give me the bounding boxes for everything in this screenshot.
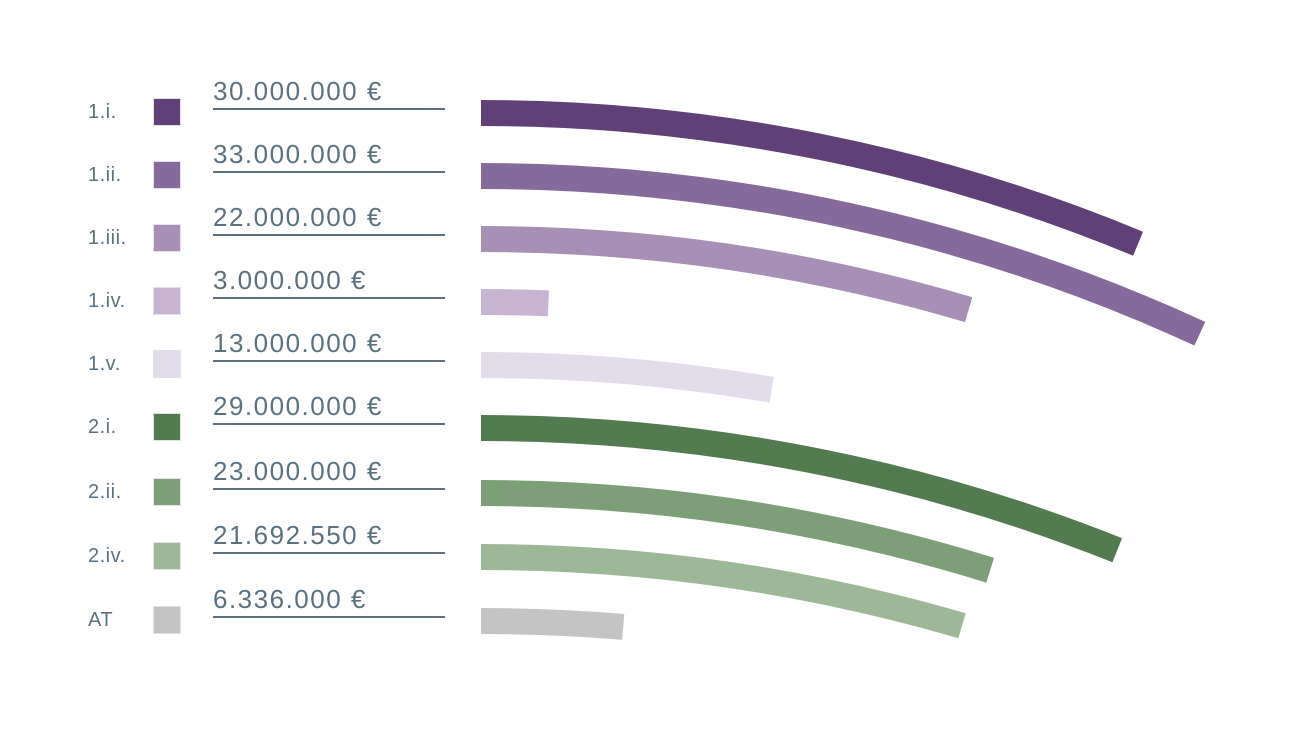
legend-swatch xyxy=(153,287,181,315)
bar-arc xyxy=(481,226,973,323)
value-label: 23.000.000 € xyxy=(213,457,445,490)
row-label: AT xyxy=(88,609,114,631)
legend-swatch xyxy=(153,98,181,126)
value-label: 22.000.000 € xyxy=(213,203,445,236)
bar-arc xyxy=(481,289,549,317)
legend-swatch xyxy=(153,224,181,252)
bar-arc xyxy=(481,352,774,403)
row-label: 1.i. xyxy=(88,101,117,123)
bar-arc xyxy=(481,100,1144,256)
legend-swatch xyxy=(153,161,181,189)
bar-arc xyxy=(481,163,1206,346)
legend-swatch xyxy=(153,606,181,634)
bar-arc xyxy=(481,608,625,640)
value-label: 33.000.000 € xyxy=(213,140,445,173)
row-label: 1.iv. xyxy=(88,290,126,312)
value-label: 6.336.000 € xyxy=(213,585,445,618)
value-label: 13.000.000 € xyxy=(213,329,445,362)
row-label: 2.iv. xyxy=(88,545,126,567)
value-label: 3.000.000 € xyxy=(213,266,445,299)
value-label: 30.000.000 € xyxy=(213,77,445,110)
legend-swatch xyxy=(153,478,181,506)
legend-swatch xyxy=(153,413,181,441)
value-label: 29.000.000 € xyxy=(213,392,445,425)
bar-arc xyxy=(481,544,966,639)
legend-swatch xyxy=(153,350,181,378)
row-label: 1.v. xyxy=(88,353,121,375)
bar-arc xyxy=(481,480,995,583)
row-label: 1.iii. xyxy=(88,227,127,249)
legend-swatch xyxy=(153,542,181,570)
bar-arc xyxy=(481,415,1123,563)
value-label: 21.692.550 € xyxy=(213,521,445,554)
row-label: 1.ii. xyxy=(88,164,122,186)
row-label: 2.i. xyxy=(88,416,117,438)
row-label: 2.ii. xyxy=(88,481,122,503)
